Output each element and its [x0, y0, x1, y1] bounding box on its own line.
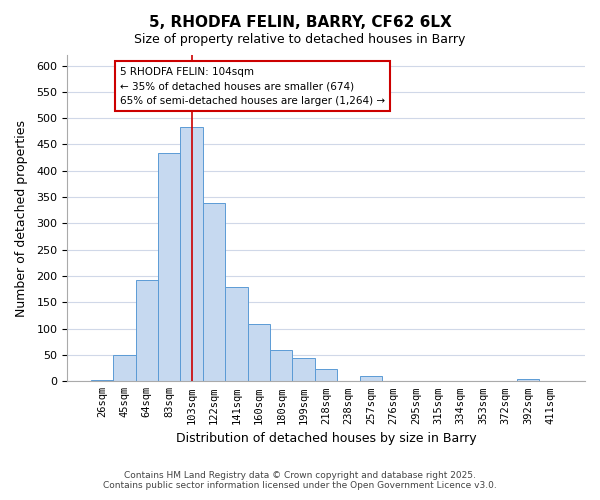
Bar — [248, 324, 270, 382]
Bar — [91, 380, 113, 382]
Bar — [360, 376, 382, 382]
Bar — [158, 154, 181, 382]
Bar — [136, 280, 158, 382]
Text: Contains HM Land Registry data © Crown copyright and database right 2025.
Contai: Contains HM Land Registry data © Crown c… — [103, 470, 497, 490]
Bar — [315, 368, 337, 382]
Text: 5 RHODFA FELIN: 104sqm
← 35% of detached houses are smaller (674)
65% of semi-de: 5 RHODFA FELIN: 104sqm ← 35% of detached… — [120, 66, 385, 106]
Text: 5, RHODFA FELIN, BARRY, CF62 6LX: 5, RHODFA FELIN, BARRY, CF62 6LX — [149, 15, 451, 30]
Bar — [225, 287, 248, 382]
Bar — [203, 204, 225, 382]
X-axis label: Distribution of detached houses by size in Barry: Distribution of detached houses by size … — [176, 432, 476, 445]
Bar — [292, 358, 315, 382]
Bar — [181, 127, 203, 382]
Bar — [270, 350, 292, 382]
Text: Size of property relative to detached houses in Barry: Size of property relative to detached ho… — [134, 32, 466, 46]
Bar — [517, 378, 539, 382]
Bar — [113, 355, 136, 382]
Y-axis label: Number of detached properties: Number of detached properties — [15, 120, 28, 316]
